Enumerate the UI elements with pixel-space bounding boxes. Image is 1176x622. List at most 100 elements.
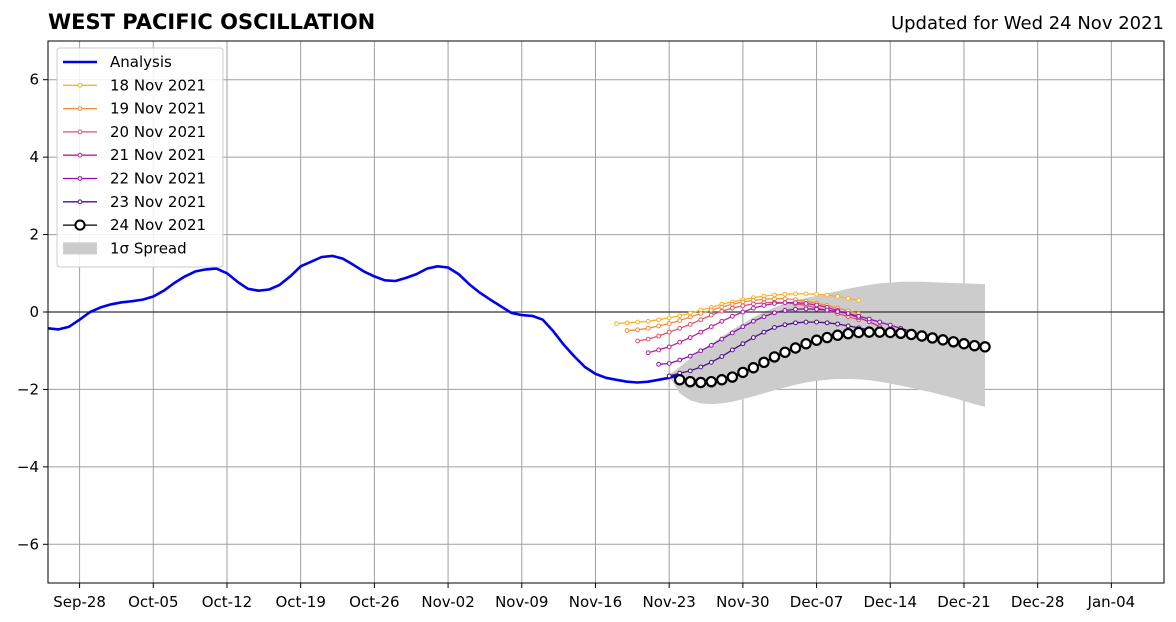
forecast-point xyxy=(772,301,777,306)
forecast-point xyxy=(677,325,683,331)
forecast-point xyxy=(793,306,798,312)
forecast-point xyxy=(656,361,662,367)
forecast-point xyxy=(810,334,823,346)
x-tick-label: Jan-04 xyxy=(1087,593,1136,611)
y-tick-label: 6 xyxy=(29,71,39,89)
forecast-point xyxy=(684,375,696,388)
legend-label: 23 Nov 2021 xyxy=(110,193,206,211)
forecast-point xyxy=(635,338,640,344)
y-tick-label: 4 xyxy=(29,148,39,166)
forecast-point xyxy=(645,336,651,342)
forecast-point xyxy=(824,292,830,298)
legend-spread-swatch xyxy=(63,242,97,255)
forecast-point xyxy=(750,318,756,324)
x-tick-label: Oct-19 xyxy=(275,593,325,611)
forecast-point xyxy=(761,329,767,335)
forecast-point xyxy=(614,321,619,327)
y-axis: −6 −4 −2 0 2 4 6 xyxy=(17,71,48,553)
forecast-point xyxy=(666,373,672,379)
forecast-point xyxy=(803,306,809,312)
forecast-point xyxy=(747,362,760,374)
forecast-point xyxy=(729,313,735,319)
forecast-point xyxy=(666,344,672,350)
forecast-point xyxy=(656,317,662,323)
forecast-point xyxy=(887,322,893,328)
legend-marker xyxy=(77,176,83,181)
forecast-point xyxy=(877,319,883,325)
forecast-point xyxy=(842,327,854,340)
forecast-point xyxy=(831,329,844,341)
x-tick-label: Nov-02 xyxy=(421,593,474,611)
forecast-point xyxy=(698,311,704,316)
legend-label: 22 Nov 2021 xyxy=(110,170,206,188)
x-tick-label: Dec-14 xyxy=(863,593,917,611)
x-tick-label: Dec-21 xyxy=(937,593,991,611)
forecast-point xyxy=(905,328,918,341)
forecast-point xyxy=(866,316,872,322)
forecast-point xyxy=(729,305,735,311)
forecast-point xyxy=(937,334,949,346)
forecast-point xyxy=(793,320,798,326)
forecast-point xyxy=(656,347,662,353)
forecast-point xyxy=(772,310,777,316)
forecast-point xyxy=(635,319,640,325)
forecast-point xyxy=(687,310,693,316)
chart-subtitle: Updated for Wed 24 Nov 2021 xyxy=(891,13,1164,34)
forecast-point xyxy=(687,353,693,359)
forecast-point xyxy=(979,341,991,353)
forecast-point xyxy=(845,296,851,301)
legend-marker xyxy=(77,129,83,135)
forecast-point xyxy=(708,312,714,318)
x-tick-label: Oct-26 xyxy=(349,593,399,611)
forecast-point xyxy=(895,327,907,339)
forecast-point xyxy=(677,339,683,345)
x-tick-label: Nov-16 xyxy=(569,593,622,611)
y-tick-label: −4 xyxy=(17,458,39,476)
y-tick-label: 0 xyxy=(29,303,39,321)
forecast-point xyxy=(835,294,841,299)
analysis-line xyxy=(47,254,681,384)
chart-title: WEST PACIFIC OSCILLATION xyxy=(48,10,375,34)
forecast-point xyxy=(835,321,841,327)
forecast-point xyxy=(645,350,651,356)
forecast-point xyxy=(761,303,767,308)
forecast-point xyxy=(782,322,788,328)
forecast-point xyxy=(719,336,725,342)
forecast-point xyxy=(772,325,777,330)
forecast-point xyxy=(666,329,672,335)
forecast-point xyxy=(716,374,728,386)
forecast-point xyxy=(845,323,851,329)
forecast-point xyxy=(789,342,802,354)
x-tick-label: Oct-05 xyxy=(128,593,178,611)
forecast-point xyxy=(726,371,739,383)
legend: Analysis 18 Nov 2021 19 Nov 2021 20 Nov 202… xyxy=(56,47,224,268)
y-tick-label: −6 xyxy=(17,535,39,553)
forecast-point xyxy=(740,309,746,315)
forecast-point xyxy=(708,324,714,330)
forecast-point xyxy=(814,306,819,312)
legend-box xyxy=(56,47,224,268)
y-tick-label: 2 xyxy=(29,226,39,244)
x-tick-label: Dec-07 xyxy=(790,593,844,611)
forecast-point xyxy=(750,301,756,307)
forecast-point xyxy=(852,326,865,339)
forecast-point xyxy=(698,348,704,354)
spread-band xyxy=(669,281,985,407)
forecast-point xyxy=(761,314,767,320)
forecast-point xyxy=(968,339,981,352)
forecast-point xyxy=(677,357,683,363)
forecast-point xyxy=(705,375,717,388)
forecast-point xyxy=(624,320,630,326)
forecast-point xyxy=(740,299,746,305)
forecast-point xyxy=(779,346,791,358)
forecast-point xyxy=(635,327,640,333)
forecast-point xyxy=(772,292,777,298)
forecast-point xyxy=(947,336,960,348)
spread-band-layer xyxy=(669,281,985,407)
forecast-point xyxy=(750,335,756,340)
forecast-point xyxy=(695,376,707,389)
forecast-point xyxy=(708,307,714,313)
forecast-point xyxy=(740,341,746,347)
forecast-point xyxy=(687,335,693,340)
forecast-point xyxy=(719,304,725,310)
